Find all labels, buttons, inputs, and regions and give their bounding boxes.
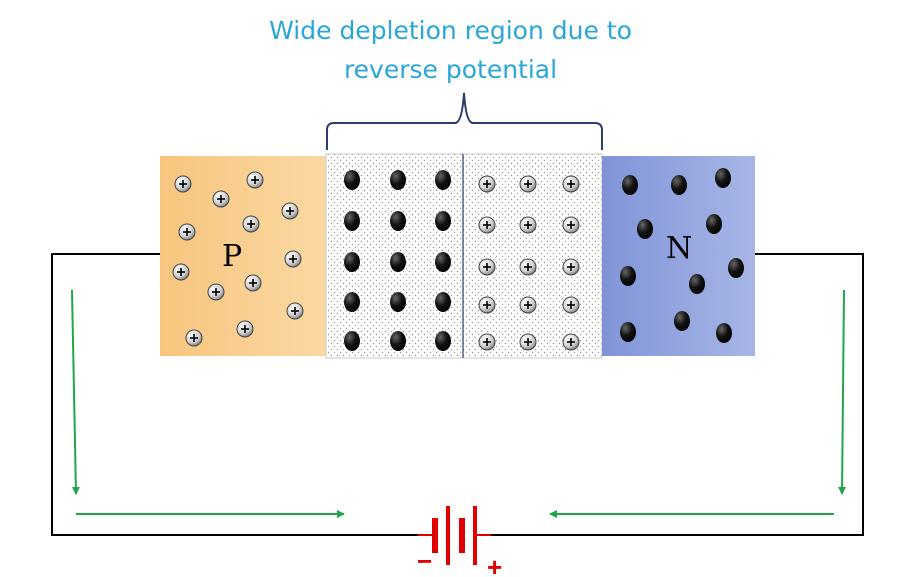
depletion-electron-icon xyxy=(435,331,451,351)
caption-line-2: reverse potential xyxy=(343,55,558,84)
depletion-hole-icon xyxy=(478,175,496,193)
n-electron-icon xyxy=(715,168,731,188)
current-arrow-right-down xyxy=(838,289,847,495)
depletion-electron-icon xyxy=(344,252,360,272)
depletion-hole-icon xyxy=(519,333,537,351)
depletion-electron-icon xyxy=(435,292,451,312)
n-electron-icon xyxy=(671,175,687,195)
circuit-wire-right xyxy=(490,253,864,536)
depletion-hole-icon xyxy=(519,296,537,314)
circuit-wire xyxy=(51,253,432,536)
depletion-hole-icon xyxy=(519,216,537,234)
depletion-electron-icon xyxy=(435,170,451,190)
depletion-hole-icon xyxy=(562,175,580,193)
depletion-hole-icon xyxy=(562,296,580,314)
depletion-electron-icon xyxy=(344,331,360,351)
depletion-hole-icon xyxy=(478,258,496,276)
depletion-hole-icon xyxy=(562,258,580,276)
battery-negative-label: − xyxy=(417,546,432,576)
p-hole-icon xyxy=(174,175,192,193)
n-electron-icon xyxy=(620,322,636,342)
p-hole-icon xyxy=(185,329,203,347)
battery-positive-label: + xyxy=(487,552,502,577)
p-hole-icon xyxy=(178,223,196,241)
depletion-hole-icon xyxy=(478,333,496,351)
n-electron-icon xyxy=(689,274,705,294)
p-hole-icon xyxy=(286,302,304,320)
depletion-electron-icon xyxy=(390,170,406,190)
depletion-hole-icon xyxy=(562,333,580,351)
depletion-bracket xyxy=(326,92,603,150)
depletion-electron-icon xyxy=(344,211,360,231)
depletion-electron-icon xyxy=(390,331,406,351)
p-hole-icon xyxy=(172,263,190,281)
n-electron-icon xyxy=(706,214,722,234)
n-region-label: N xyxy=(666,231,692,266)
depletion-electron-icon xyxy=(390,252,406,272)
n-electron-icon xyxy=(637,219,653,239)
p-region-label: P xyxy=(222,239,242,274)
caption-line-1: Wide depletion region due to xyxy=(269,16,632,45)
p-hole-icon xyxy=(207,283,225,301)
n-electron-icon xyxy=(716,323,732,343)
p-hole-icon xyxy=(281,202,299,220)
depletion-electron-icon xyxy=(344,170,360,190)
p-hole-icon xyxy=(284,250,302,268)
depletion-electron-icon xyxy=(435,211,451,231)
n-electron-icon xyxy=(674,311,690,331)
p-hole-icon xyxy=(242,215,260,233)
depletion-electron-icon xyxy=(344,292,360,312)
p-hole-icon xyxy=(246,171,264,189)
depletion-hole-icon xyxy=(519,258,537,276)
current-arrow-left-down xyxy=(71,289,80,495)
depletion-hole-icon xyxy=(519,175,537,193)
n-electron-icon xyxy=(728,258,744,278)
depletion-hole-icon xyxy=(478,296,496,314)
depletion-electron-icon xyxy=(390,211,406,231)
depletion-hole-icon xyxy=(478,216,496,234)
depletion-hole-icon xyxy=(562,216,580,234)
depletion-electron-icon xyxy=(435,252,451,272)
battery-icon xyxy=(418,506,491,565)
p-hole-icon xyxy=(244,274,262,292)
n-electron-icon xyxy=(620,266,636,286)
p-hole-icon xyxy=(236,320,254,338)
n-electron-icon xyxy=(622,175,638,195)
p-hole-icon xyxy=(212,190,230,208)
depletion-region xyxy=(325,153,603,359)
depletion-electron-icon xyxy=(390,292,406,312)
